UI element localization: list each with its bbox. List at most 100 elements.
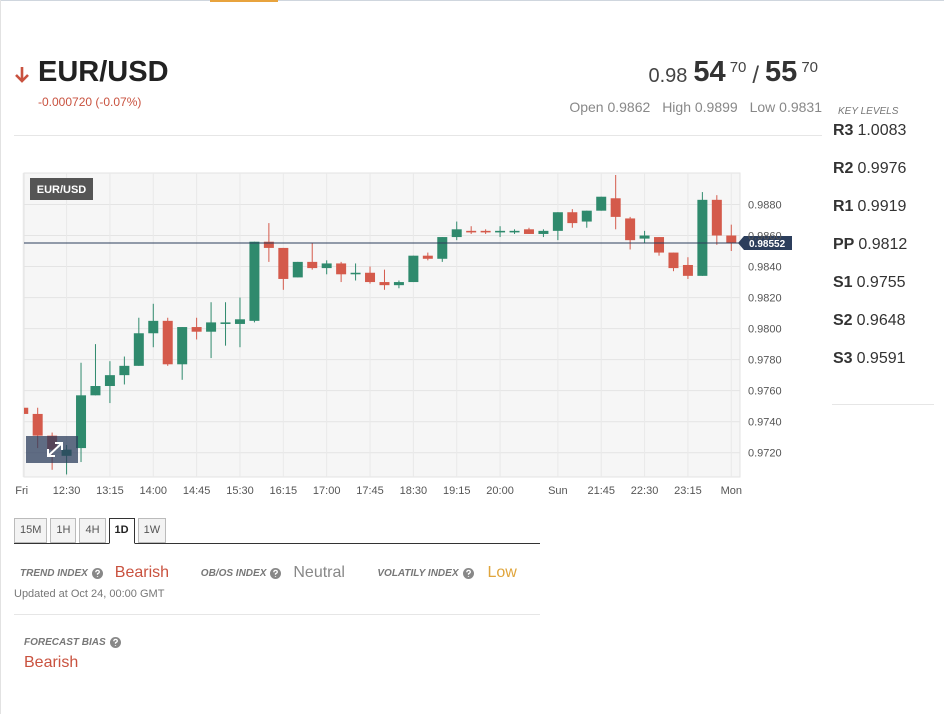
candle-body	[104, 375, 115, 387]
key-level: R1 0.9919	[833, 198, 906, 216]
key-level: PP 0.9812	[833, 236, 907, 254]
y-tick-label: 0.9760	[748, 386, 782, 398]
expand-icon	[47, 442, 63, 457]
y-tick-label: 0.9800	[748, 324, 782, 336]
index-value: Low	[487, 564, 517, 581]
timeframe-tab[interactable]: 15M	[14, 518, 48, 543]
candle-body	[76, 395, 87, 449]
candle-body	[509, 230, 520, 233]
high-label: High	[662, 99, 691, 115]
candle-body	[307, 261, 318, 269]
candle-body	[567, 212, 578, 224]
key-level-value: 0.9919	[857, 198, 907, 215]
candle-body	[697, 199, 708, 276]
help-icon[interactable]	[270, 567, 282, 579]
candle-body	[220, 322, 231, 324]
key-levels-title: KEY LEVELS	[838, 106, 899, 117]
candle-body	[191, 327, 202, 332]
low-value: 0.9831	[779, 99, 822, 115]
timeframe-tab[interactable]: 1D	[108, 518, 135, 544]
price-change: -0.000720 (-0.07%)	[38, 95, 142, 109]
key-level-name: R2	[833, 160, 854, 177]
index-value: Neutral	[293, 564, 345, 581]
left-border	[0, 0, 1, 714]
index-label: TREND INDEX	[20, 567, 103, 579]
index-label: OB/OS INDEX	[201, 567, 282, 579]
ask-main: 55	[765, 56, 798, 88]
candle-body	[292, 261, 303, 278]
quote: 0.98 54 70 / 55 70	[648, 56, 822, 90]
candle-body	[538, 230, 549, 234]
y-tick-label: 0.9720	[748, 448, 782, 460]
x-tick-label: 21:45	[587, 485, 615, 497]
x-tick-label: 17:45	[356, 485, 384, 497]
chart-title: EUR/USD	[37, 184, 87, 196]
candle-body	[90, 386, 101, 396]
x-tick-label: Sun	[548, 485, 568, 497]
candle-body	[437, 237, 448, 259]
timeframe-tabs: 15M 1H 4H 1D 1W	[14, 518, 169, 544]
candle-body	[408, 255, 419, 283]
timeframe-tab[interactable]: 1H	[50, 518, 77, 543]
help-icon[interactable]	[91, 567, 103, 579]
help-icon[interactable]	[462, 567, 474, 579]
y-tick-label: 0.9880	[748, 199, 782, 211]
x-tick-label: 13:15	[96, 485, 124, 497]
expand-button[interactable]	[26, 436, 78, 463]
candle-body	[581, 210, 592, 222]
candle-body	[523, 229, 534, 234]
bid-prefix: 0.98	[648, 65, 688, 87]
tabs-underline	[14, 543, 540, 544]
divider	[14, 614, 540, 615]
key-level-value: 0.9976	[857, 160, 907, 177]
key-level-value: 0.9591	[856, 350, 906, 367]
top-accent	[210, 0, 278, 2]
x-tick-label: 23:15	[674, 485, 702, 497]
x-tick-label: 14:00	[140, 485, 168, 497]
timeframe-tab[interactable]: 1W	[137, 518, 167, 543]
open-label: Open	[569, 99, 604, 115]
chart-badge	[30, 178, 93, 200]
forecast-label: FORECAST BIAS	[24, 637, 121, 648]
candle-body	[249, 241, 260, 321]
x-tick-label: 12:30	[53, 485, 81, 497]
key-level-value: 0.9812	[858, 236, 908, 253]
key-level: S2 0.9648	[833, 312, 906, 330]
candle-body	[148, 320, 159, 334]
x-tick-label: 22:30	[631, 485, 659, 497]
candle-body	[726, 235, 737, 244]
x-tick-label: 15:30	[226, 485, 254, 497]
x-tick-label: Fri	[15, 485, 28, 497]
divider	[14, 135, 822, 136]
candle-body	[234, 319, 245, 324]
high-value: 0.9899	[694, 99, 738, 115]
key-level: R3 1.0083	[833, 122, 906, 140]
timeframe-tab[interactable]: 4H	[79, 518, 106, 543]
x-tick-label: 17:00	[313, 485, 341, 497]
candle-body	[177, 327, 188, 365]
key-level-name: R3	[833, 122, 854, 139]
key-level-value: 0.9755	[856, 274, 906, 291]
expand-button-bg	[26, 436, 78, 463]
candle-body	[625, 218, 636, 241]
indices-row: TREND INDEX Bearish OB/OS INDEX Neutral …	[20, 564, 517, 582]
separator: /	[752, 62, 760, 89]
candle-body	[206, 322, 217, 332]
help-icon[interactable]	[109, 637, 121, 648]
key-level-value: 0.9648	[856, 312, 906, 329]
x-tick-label: Mon	[721, 485, 742, 497]
key-level-name: PP	[833, 236, 855, 253]
x-tick-label: 19:15	[443, 485, 471, 497]
x-tick-label: 18:30	[400, 485, 428, 497]
key-level: R2 0.9976	[833, 160, 906, 178]
candle-body	[422, 255, 433, 259]
top-border	[0, 0, 944, 1]
candle-body	[32, 413, 43, 436]
candle-body	[162, 320, 173, 365]
y-tick-label: 0.9820	[748, 293, 782, 305]
y-tick-label: 0.9740	[748, 417, 782, 429]
key-level-name: S2	[833, 312, 853, 329]
updated-note: Updated at Oct 24, 00:00 GMT	[14, 588, 165, 600]
candle-body	[552, 212, 563, 231]
